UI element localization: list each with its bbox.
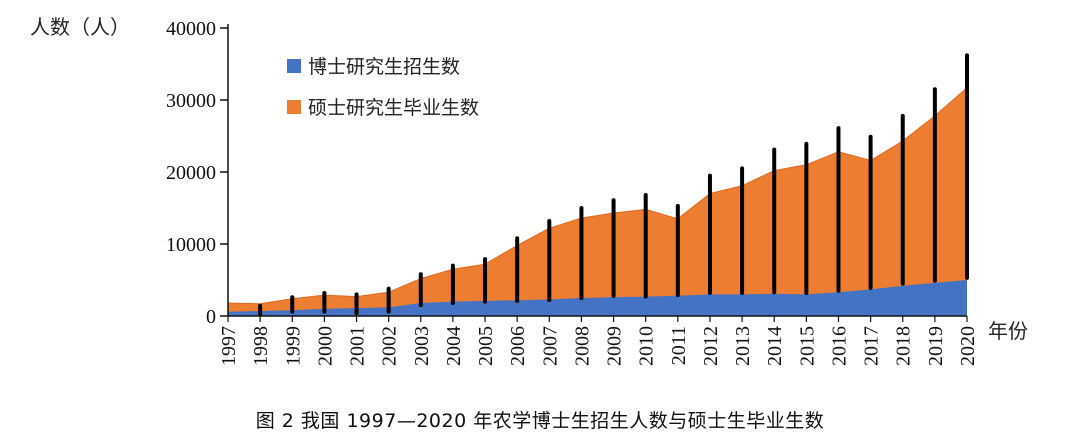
- y-axis-label: 人数（人）: [30, 15, 130, 39]
- legend-label: 博士研究生招生数: [308, 56, 460, 78]
- legend-label: 硕士研究生毕业生数: [308, 97, 479, 119]
- x-tick-label: 2003: [411, 326, 433, 366]
- x-tick-label: 2014: [764, 326, 786, 366]
- x-tick-label: 2000: [314, 326, 336, 366]
- x-tick-label: 2006: [507, 326, 529, 366]
- legend-swatch: [287, 100, 301, 114]
- chart: 0 10000 20000 30000 40000 1997 1998 1999 2000 200…: [30, 15, 1028, 366]
- y-tick-label: 30000: [166, 90, 216, 112]
- x-tick-label: 2004: [443, 326, 465, 366]
- x-axis-label: 年份: [988, 319, 1028, 343]
- x-tick-label: 2018: [893, 326, 915, 366]
- x-tick-label: 2012: [700, 326, 722, 366]
- x-tick-label: 2008: [571, 326, 593, 366]
- x-tick-label: 2016: [828, 326, 850, 366]
- x-tick-label: 2009: [604, 326, 626, 366]
- y-tick-label: 20000: [166, 162, 216, 184]
- y-tick-label: 40000: [166, 18, 216, 40]
- x-tick-label: 2007: [539, 326, 561, 366]
- legend-swatch: [287, 59, 301, 73]
- x-tick-label: 2002: [379, 326, 401, 366]
- plot-area: [227, 53, 969, 317]
- y-tick-label: 0: [206, 306, 216, 328]
- x-tick-label: 1997: [218, 326, 240, 366]
- series-line-master-graduates: [227, 87, 968, 305]
- x-tick-label: 2011: [668, 326, 690, 365]
- x-tick-label: 2015: [796, 326, 818, 366]
- x-tick-label: 1999: [282, 326, 304, 366]
- x-tick-label: 2001: [347, 326, 369, 366]
- series-area-phd-enrollment: [228, 280, 967, 316]
- x-tick-label: 1998: [250, 326, 272, 366]
- x-tick-label: 2005: [475, 326, 497, 366]
- series-area-master-graduates: [228, 87, 967, 316]
- x-tick-label: 2017: [861, 326, 883, 366]
- figure-caption: 图 2 我国 1997—2020 年农学博士生招生人数与硕士生毕业生数: [255, 410, 825, 432]
- x-tick-label: 2019: [925, 326, 947, 366]
- axes: 0 10000 20000 30000 40000 1997 1998 1999 2000 200…: [166, 18, 979, 366]
- x-tick-label: 2013: [732, 326, 754, 366]
- x-tick-label: 2020: [957, 326, 979, 366]
- x-tick-label: 2010: [636, 326, 658, 366]
- y-tick-label: 10000: [166, 234, 216, 256]
